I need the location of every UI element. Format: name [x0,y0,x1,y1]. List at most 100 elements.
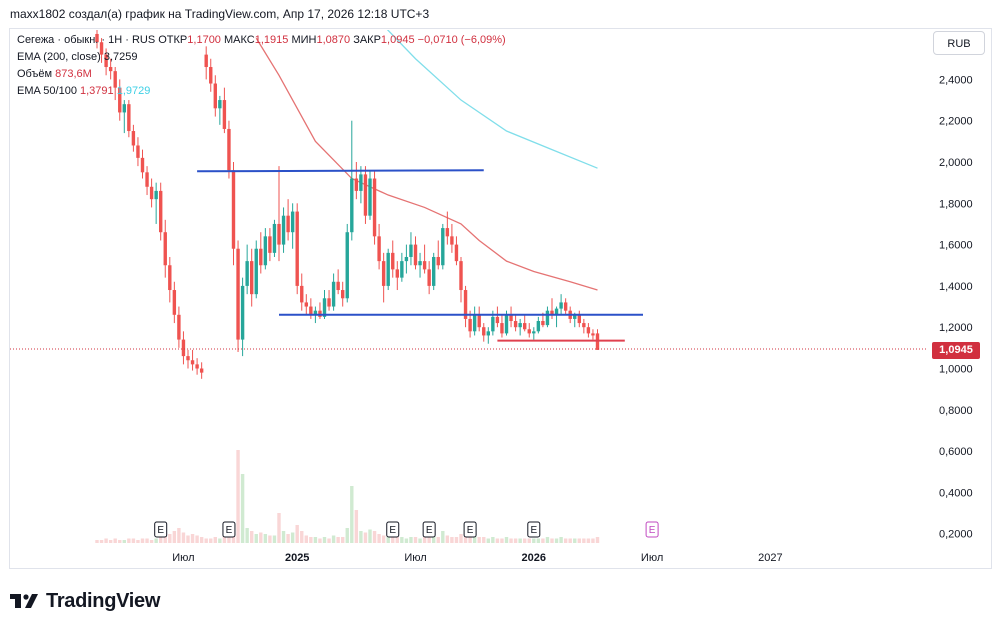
legend-symbol-line[interactable]: Сегежа · обыкн. · 1Н · RUS ОТКР1,1700 МА… [17,34,506,46]
candle-body [400,261,404,278]
volume-bar [541,538,545,543]
legend-volume-line[interactable]: Объём 873,6M [17,68,92,80]
earnings-marker[interactable]: E [422,521,436,538]
volume-bar [327,538,331,543]
legend-ema200-line[interactable]: EMA (200, close) 3,7259 [17,51,137,63]
candle-body [413,244,418,266]
volume-bar [300,531,304,543]
volume-bar [472,535,477,543]
candle-body [381,261,386,286]
legend-low-value: 1,0870 [316,34,351,46]
legend-ema50-value: 1,3791 [80,85,114,97]
legend-volume-value: 873,6M [55,68,92,80]
volume-bar [532,538,536,543]
candle-body [154,190,158,200]
candle-body [372,178,377,237]
candle-body [281,215,286,245]
candle-body [304,302,308,307]
volume-bar [368,529,372,543]
candle-body [559,302,563,309]
candle-body [204,54,208,68]
earnings-marker[interactable]: E [386,521,400,538]
candle-body [159,190,163,233]
volume-bar [313,537,318,543]
candle-body [250,261,254,295]
volume-bar [336,537,340,543]
candle-body [504,314,509,334]
x-tick-label: 2026 [522,552,546,564]
volume-bar [422,537,427,543]
candle-body [550,310,554,315]
volume-bar [209,538,213,543]
volume-bar [113,538,117,543]
earnings-marker[interactable]: E [463,521,477,538]
volume-bar [468,535,472,543]
earnings-marker-box [527,521,541,538]
candle-body [363,174,368,216]
currency-button[interactable]: RUB [933,31,985,55]
volume-bar [595,537,600,543]
earnings-marker[interactable]: E [222,521,236,538]
y-tick-label: 1,2000 [939,322,973,334]
candle-body [122,104,126,113]
volume-bar [145,538,149,543]
candle-body [322,298,327,317]
volume-bar [331,535,336,543]
volume-bar [181,532,186,543]
volume-bar [427,535,431,543]
candle-body [436,256,440,266]
volume-bar [236,450,240,543]
legend-volume-label: Объём [17,68,53,80]
chart-frame[interactable] [9,28,992,569]
ema100-line [386,30,598,169]
candle-body [463,290,468,319]
candle-body [527,329,531,334]
candle-body [272,223,277,253]
earnings-marker[interactable]: E [645,521,659,538]
legend-high-value: 1,1915 [254,34,289,46]
volume-bar [518,538,522,543]
candle-body [222,100,227,129]
volume-bar [459,534,463,543]
candle-body [563,302,568,311]
y-tick-label: 1,8000 [939,198,973,210]
volume-bar [127,538,131,543]
volume-bar [509,538,513,543]
volume-bar [504,537,509,543]
volume-bar [386,537,390,543]
candle-body [309,306,313,315]
volume-bar [491,537,495,543]
candle-body [136,145,140,158]
tradingview-logo[interactable]: TradingView [10,588,160,614]
candle-body [509,314,513,322]
volume-bar [341,537,345,543]
earnings-marker[interactable]: E [154,521,168,538]
candle-body [313,310,318,315]
volume-bar [418,538,422,543]
legend-ema200-value: 3,7259 [103,51,138,63]
candle-body [300,285,304,303]
candle-body [186,356,190,361]
legend-ema50-100-label: EMA 50/100 [17,85,77,97]
y-tick-label: 0,4000 [939,487,973,499]
earnings-marker-label: E [157,525,164,536]
volume-bar [108,540,113,543]
volume-bar [372,531,377,543]
volume-bar [218,538,222,543]
volume-bar [272,535,277,543]
x-tick-label: 2027 [758,552,782,564]
volume-bar [445,535,450,543]
volume-bar [477,537,481,543]
volume-bar [149,540,154,543]
legend-ema50-100-line[interactable]: EMA 50/100 1,3791 1,9729 [17,85,150,97]
candle-body [345,232,349,299]
volume-bar [436,537,440,543]
volume-bar [350,486,354,543]
earnings-marker[interactable]: E [527,521,541,538]
volume-bar [523,538,527,543]
candle-body [350,178,354,233]
x-tick-label: Июл [172,552,194,564]
candle-body [213,83,217,109]
volume-bar [186,535,190,543]
